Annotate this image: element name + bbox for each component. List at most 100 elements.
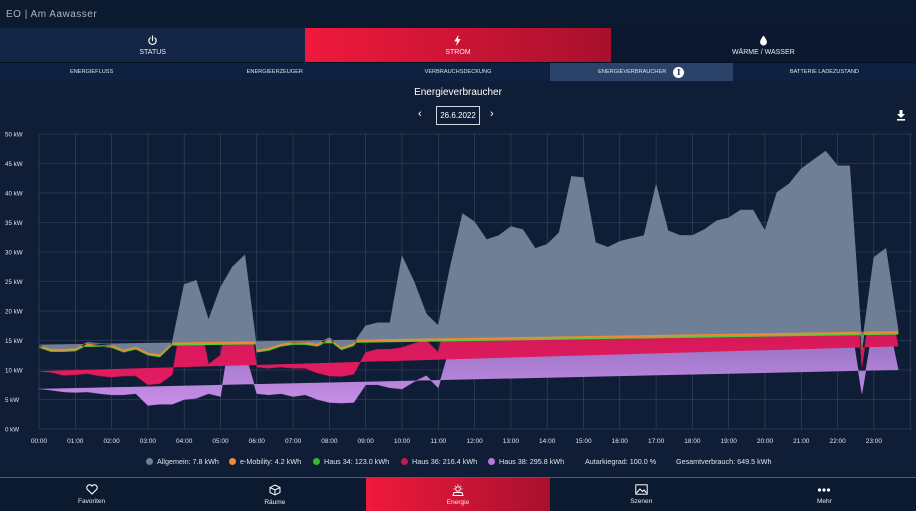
chart-title: Energieverbraucher	[414, 87, 502, 98]
y-tick-label: 30 kW	[5, 250, 23, 257]
x-tick-label: 00:00	[31, 438, 48, 445]
legend-label: Haus 34: 123.0 kWh	[324, 457, 390, 466]
picture-icon	[635, 484, 648, 495]
download-icon[interactable]	[896, 110, 906, 121]
x-tick-label: 14:00	[539, 438, 556, 445]
subtab-label: ENERGIEVERBRAUCHER	[598, 69, 667, 75]
y-tick-label: 45 kW	[5, 161, 23, 168]
y-tick-label: 25 kW	[5, 279, 23, 286]
nav-energie[interactable]: Energie	[366, 478, 550, 511]
cube-icon	[269, 483, 281, 496]
legend-item-emobility[interactable]: e-Mobility: 4.2 kWh	[229, 457, 301, 466]
legend-dot	[313, 458, 320, 465]
top-bar: EO | Am Aawasser	[0, 0, 916, 28]
nav-mehr[interactable]: Mehr	[733, 478, 916, 511]
tab-waerme-wasser[interactable]: WÄRME / WASSER	[610, 28, 916, 62]
legend-dot	[146, 458, 153, 465]
total-label: Gesamtverbrauch: 649.5 kWh	[676, 457, 772, 466]
x-tick-label: 19:00	[721, 438, 738, 445]
subtab-verbrauchsdeckung[interactable]: VERBRAUCHSDECKUNG	[366, 63, 549, 81]
info-icon[interactable]: i	[673, 66, 685, 78]
nav-raeume[interactable]: Räume	[183, 478, 366, 511]
nav-label: Szenen	[630, 498, 653, 505]
subtab-energieverbraucher[interactable]: ENERGIEVERBRAUCHER i	[549, 63, 733, 81]
tab-strom[interactable]: STROM	[305, 28, 611, 62]
lightning-icon	[454, 34, 462, 46]
x-tick-label: 08:00	[321, 438, 338, 445]
legend-item-haus34[interactable]: Haus 34: 123.0 kWh	[313, 457, 389, 466]
chart-legend: Allgemein: 7.8 kWh e-Mobility: 4.2 kWh H…	[0, 457, 916, 469]
y-tick-label: 20 kW	[5, 309, 23, 316]
x-tick-label: 06:00	[249, 438, 266, 445]
x-tick-label: 21:00	[793, 438, 810, 445]
x-axis-labels: 00:00 01:00 02:00 03:00 04:00 05:00 06:00 07:00…	[31, 438, 883, 445]
tab-waerme-label: WÄRME / WASSER	[731, 48, 795, 56]
y-tick-label: 0 kW	[5, 427, 19, 434]
x-tick-label: 13:00	[503, 438, 520, 445]
x-tick-label: 04:00	[176, 438, 193, 445]
bottom-nav: Favoriten Räume Energie Szenen Mehr	[0, 477, 916, 511]
nav-label: Räume	[264, 498, 286, 506]
energy-chart: 0 kW 5 kW 10 kW 15 kW 20 kW 25 kW 30 kW 35 kW 40…	[5, 132, 913, 445]
autarky-label: Autarkiegrad: 100.0 %	[585, 457, 657, 466]
nav-favoriten[interactable]: Favoriten	[0, 478, 183, 511]
subtab-energiefluss[interactable]: ENERGIEFLUSS	[0, 63, 183, 81]
nav-szenen[interactable]: Szenen	[550, 478, 733, 511]
subtab-label: BATTERIE LADEZUSTAND	[789, 69, 859, 75]
tab-status[interactable]: STATUS	[0, 28, 306, 62]
power-icon	[148, 34, 157, 45]
legend-label: Haus 38: 295.8 kWh	[499, 457, 565, 466]
x-tick-label: 07:00	[285, 438, 302, 445]
legend-item-haus36[interactable]: Haus 36: 216.4 kWh	[401, 457, 477, 466]
x-tick-label: 05:00	[212, 438, 229, 445]
sun-house-icon	[452, 484, 464, 496]
y-tick-label: 10 kW	[5, 368, 23, 375]
x-tick-label: 09:00	[358, 438, 375, 445]
nav-label: Energie	[446, 498, 470, 506]
y-axis-labels: 0 kW 5 kW 10 kW 15 kW 20 kW 25 kW 30 kW 35 kW 40…	[5, 132, 23, 434]
legend-label: e-Mobility: 4.2 kWh	[240, 457, 302, 466]
chart-areas	[38, 150, 899, 406]
tab-strom-label: STROM	[445, 48, 471, 56]
tab-status-label: STATUS	[139, 48, 166, 56]
x-tick-label: 18:00	[684, 438, 701, 445]
app-title: EO | Am Aawasser	[6, 8, 98, 20]
legend-dot	[229, 458, 236, 465]
legend-label: Allgemein: 7.8 kWh	[157, 457, 219, 466]
x-tick-label: 22:00	[829, 438, 846, 445]
x-tick-label: 16:00	[612, 438, 629, 445]
x-tick-label: 12:00	[466, 438, 483, 445]
x-tick-label: 11:00	[430, 438, 446, 445]
legend-label: Haus 36: 216.4 kWh	[412, 457, 478, 466]
autarky-value: Autarkiegrad: 100.0 %	[585, 457, 656, 466]
x-tick-label: 01:00	[67, 438, 84, 445]
chevron-left-icon[interactable]: ‹	[418, 108, 422, 120]
legend-item-allgemein[interactable]: Allgemein: 7.8 kWh	[146, 457, 219, 466]
y-tick-label: 5 kW	[5, 397, 19, 404]
x-tick-label: 03:00	[140, 438, 157, 445]
legend-item-haus38[interactable]: Haus 38: 295.8 kWh	[488, 457, 564, 466]
area-allgemein	[38, 150, 899, 355]
y-tick-label: 35 kW	[5, 220, 23, 227]
x-tick-label: 10:00	[394, 438, 411, 445]
nav-label: Favoriten	[78, 498, 106, 505]
drop-icon	[759, 34, 767, 46]
subtab-label: VERBRAUCHSDECKUNG	[424, 69, 492, 75]
x-tick-label: 23:00	[866, 438, 883, 445]
y-tick-label: 40 kW	[5, 191, 23, 198]
y-tick-label: 15 kW	[5, 338, 23, 345]
heart-icon	[85, 484, 98, 495]
nav-label: Mehr	[817, 497, 832, 505]
sub-tabs: ENERGIEFLUSS ENERGIEERZEUGER VERBRAUCHSD…	[0, 62, 916, 81]
subtab-label: ENERGIEERZEUGER	[246, 69, 303, 75]
x-tick-label: 02:00	[103, 438, 120, 445]
x-tick-label: 17:00	[648, 438, 665, 445]
chevron-right-icon[interactable]: ›	[490, 108, 494, 120]
subtab-batterie[interactable]: BATTERIE LADEZUSTAND	[733, 63, 916, 81]
date-picker[interactable]: 26.6.2022	[436, 106, 480, 125]
subtab-energieerzeuger[interactable]: ENERGIEERZEUGER	[183, 63, 366, 81]
date-navigator: ‹ 26.6.2022 ›	[0, 106, 916, 126]
main-tabs: STATUS STROM WÄRME / WASSER	[0, 28, 916, 62]
total-consumption: Gesamtverbrauch: 649.5 kWh	[676, 457, 771, 466]
subtab-label: ENERGIEFLUSS	[69, 69, 114, 75]
